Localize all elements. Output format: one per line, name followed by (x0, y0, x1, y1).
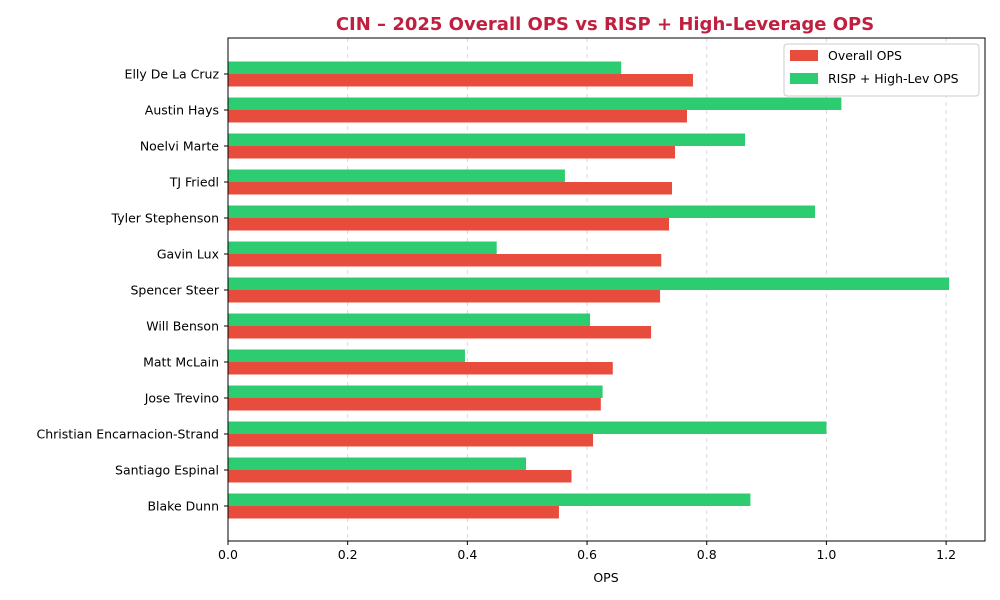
bar-risp-ops (228, 61, 622, 74)
y-tick-label: Santiago Espinal (115, 463, 219, 478)
x-tick-label: 1.0 (816, 547, 836, 562)
x-tick-label: 0.4 (457, 547, 477, 562)
bar-overall-ops (228, 326, 652, 339)
x-tick-label: 0.8 (697, 547, 717, 562)
legend-label-overall: Overall OPS (828, 48, 902, 63)
bar-risp-ops (228, 349, 465, 362)
legend-box (783, 43, 980, 97)
bar-overall-ops (228, 362, 613, 375)
chart-title: CIN – 2025 Overall OPS vs RISP + High-Le… (336, 14, 874, 35)
bar-overall-ops (228, 434, 594, 447)
y-tick-label: Austin Hays (145, 103, 219, 118)
x-axis-title: OPS (593, 570, 618, 585)
bar-overall-ops (228, 470, 572, 483)
bar-overall-ops (228, 146, 676, 159)
bar-overall-ops (228, 506, 559, 519)
legend-label-risp: RISP + High-Lev OPS (828, 71, 959, 86)
y-tick-label: Will Benson (146, 319, 219, 334)
y-tick-label: Blake Dunn (147, 499, 219, 514)
bar-overall-ops (228, 218, 670, 231)
y-tick-label: Matt McLain (143, 355, 219, 370)
bars (228, 61, 950, 519)
y-axis-ticks: Elly De La Cruz Austin Hays Noelvi Marte TJ… (37, 67, 228, 514)
y-tick-label: Elly De La Cruz (125, 67, 220, 82)
bar-overall-ops (228, 398, 601, 411)
y-tick-label: Christian Encarnacion-Strand (37, 427, 219, 442)
x-axis-ticks: 0.0 0.2 0.4 0.6 0.8 1.0 1.2 (218, 541, 956, 562)
bar-risp-ops (228, 277, 950, 290)
bar-overall-ops (228, 182, 673, 195)
y-tick-label: TJ Friedl (169, 175, 219, 190)
y-tick-label: Noelvi Marte (140, 139, 219, 154)
bar-risp-ops (228, 133, 746, 146)
y-tick-label: Spencer Steer (130, 283, 219, 298)
legend: Overall OPS RISP + High-Lev OPS (783, 43, 980, 97)
bar-risp-ops (228, 493, 751, 506)
bar-overall-ops (228, 110, 687, 123)
bar-risp-ops (228, 313, 591, 326)
bar-risp-ops (228, 97, 842, 110)
bar-risp-ops (228, 169, 565, 182)
bar-risp-ops (228, 457, 527, 470)
bar-risp-ops (228, 421, 827, 434)
bar-overall-ops (228, 74, 693, 87)
bar-risp-ops (228, 205, 816, 218)
x-tick-label: 0.0 (218, 547, 238, 562)
bar-overall-ops (228, 254, 662, 267)
bar-risp-ops (228, 385, 603, 398)
x-tick-label: 0.2 (338, 547, 358, 562)
legend-swatch-overall (790, 50, 818, 61)
y-tick-label: Gavin Lux (157, 247, 219, 262)
y-tick-label: Jose Trevino (144, 391, 219, 406)
y-tick-label: Tyler Stephenson (111, 211, 219, 226)
x-tick-label: 1.2 (936, 547, 956, 562)
legend-swatch-risp (790, 73, 818, 84)
x-tick-label: 0.6 (577, 547, 597, 562)
bar-risp-ops (228, 241, 497, 254)
bar-overall-ops (228, 290, 661, 303)
